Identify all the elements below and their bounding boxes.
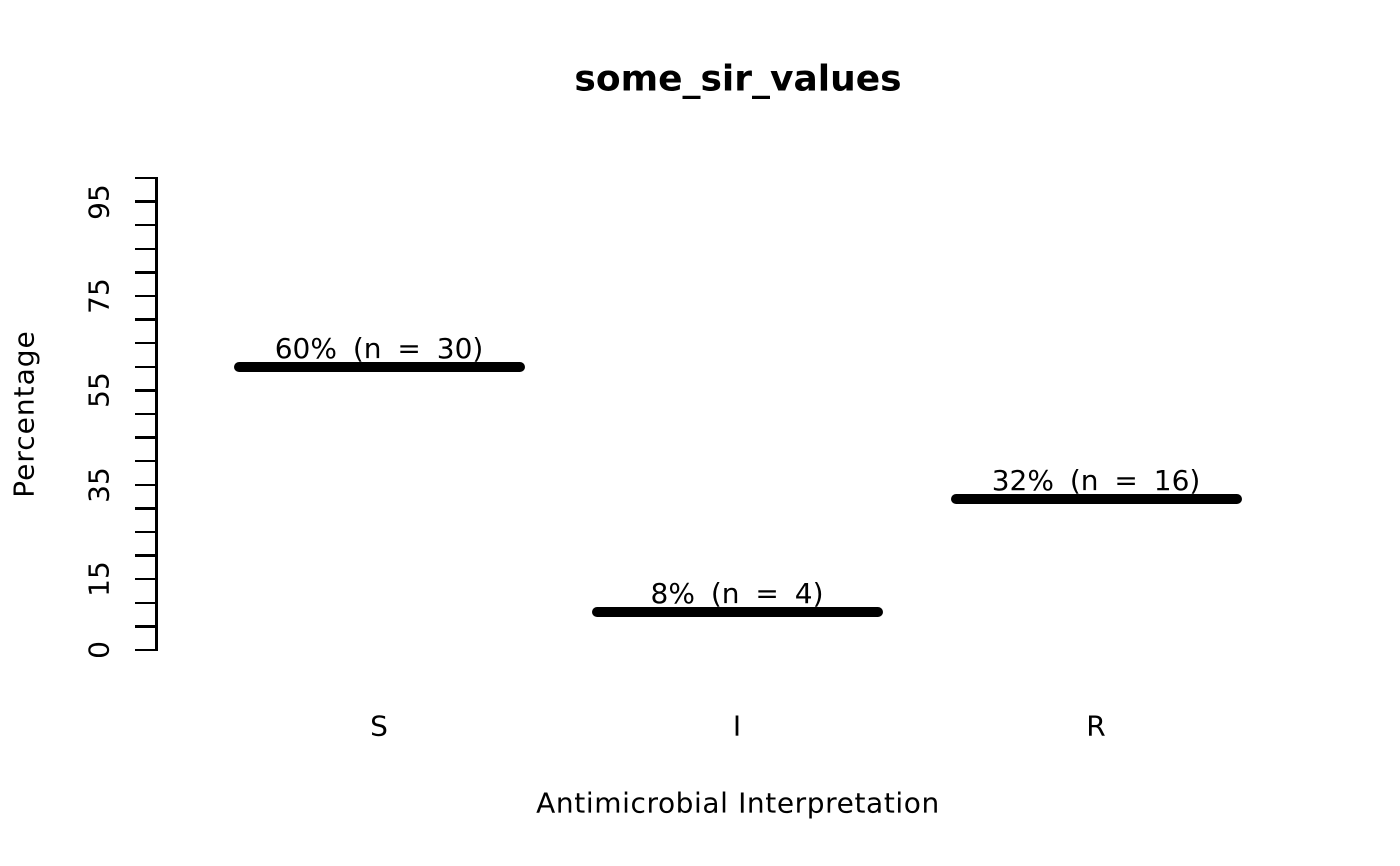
y-axis-tick <box>135 341 158 345</box>
y-axis-tick <box>135 365 158 369</box>
y-tick-label: 35 <box>82 466 116 503</box>
y-axis-tick <box>135 271 158 274</box>
bar-s <box>233 361 525 373</box>
y-tick-label: 55 <box>82 372 116 409</box>
y-axis-tick <box>135 577 158 581</box>
y-axis-tick <box>135 648 158 652</box>
y-axis-tick <box>135 294 158 298</box>
bar-value-label-r: 32% (n = 16) <box>991 463 1201 497</box>
chart-title: some_sir_values <box>574 58 902 100</box>
y-axis-tick <box>135 459 158 463</box>
x-category-label-s: S <box>370 709 388 743</box>
y-axis-tick <box>135 601 158 605</box>
bar-value-label-s: 60% (n = 30) <box>274 331 484 365</box>
bar-r <box>950 493 1242 505</box>
y-axis-tick <box>135 530 158 534</box>
x-category-label-r: R <box>1086 709 1106 743</box>
bar-value-label-i: 8% (n = 4) <box>650 576 824 610</box>
y-axis-tick <box>135 412 158 416</box>
y-axis-tick <box>135 625 158 628</box>
x-axis-title: Antimicrobial Interpretation <box>536 786 940 820</box>
y-axis-tick <box>135 223 158 227</box>
y-tick-label: 95 <box>82 183 116 220</box>
bar-i <box>591 606 883 618</box>
y-axis-tick <box>135 483 158 487</box>
y-axis-tick <box>135 507 158 510</box>
y-axis-tick <box>135 176 158 180</box>
y-axis-tick <box>135 247 158 251</box>
y-tick-label: 75 <box>82 278 116 314</box>
x-category-label-i: I <box>732 709 742 743</box>
y-axis-tick <box>135 389 158 392</box>
y-axis-tick <box>135 200 158 203</box>
y-axis-tick <box>135 554 158 557</box>
y-tick-label: 0 <box>82 641 116 659</box>
y-axis-tick <box>135 436 158 439</box>
y-tick-label: 15 <box>82 561 116 598</box>
y-axis-tick <box>135 318 158 321</box>
y-axis-title: Percentage <box>7 330 41 498</box>
